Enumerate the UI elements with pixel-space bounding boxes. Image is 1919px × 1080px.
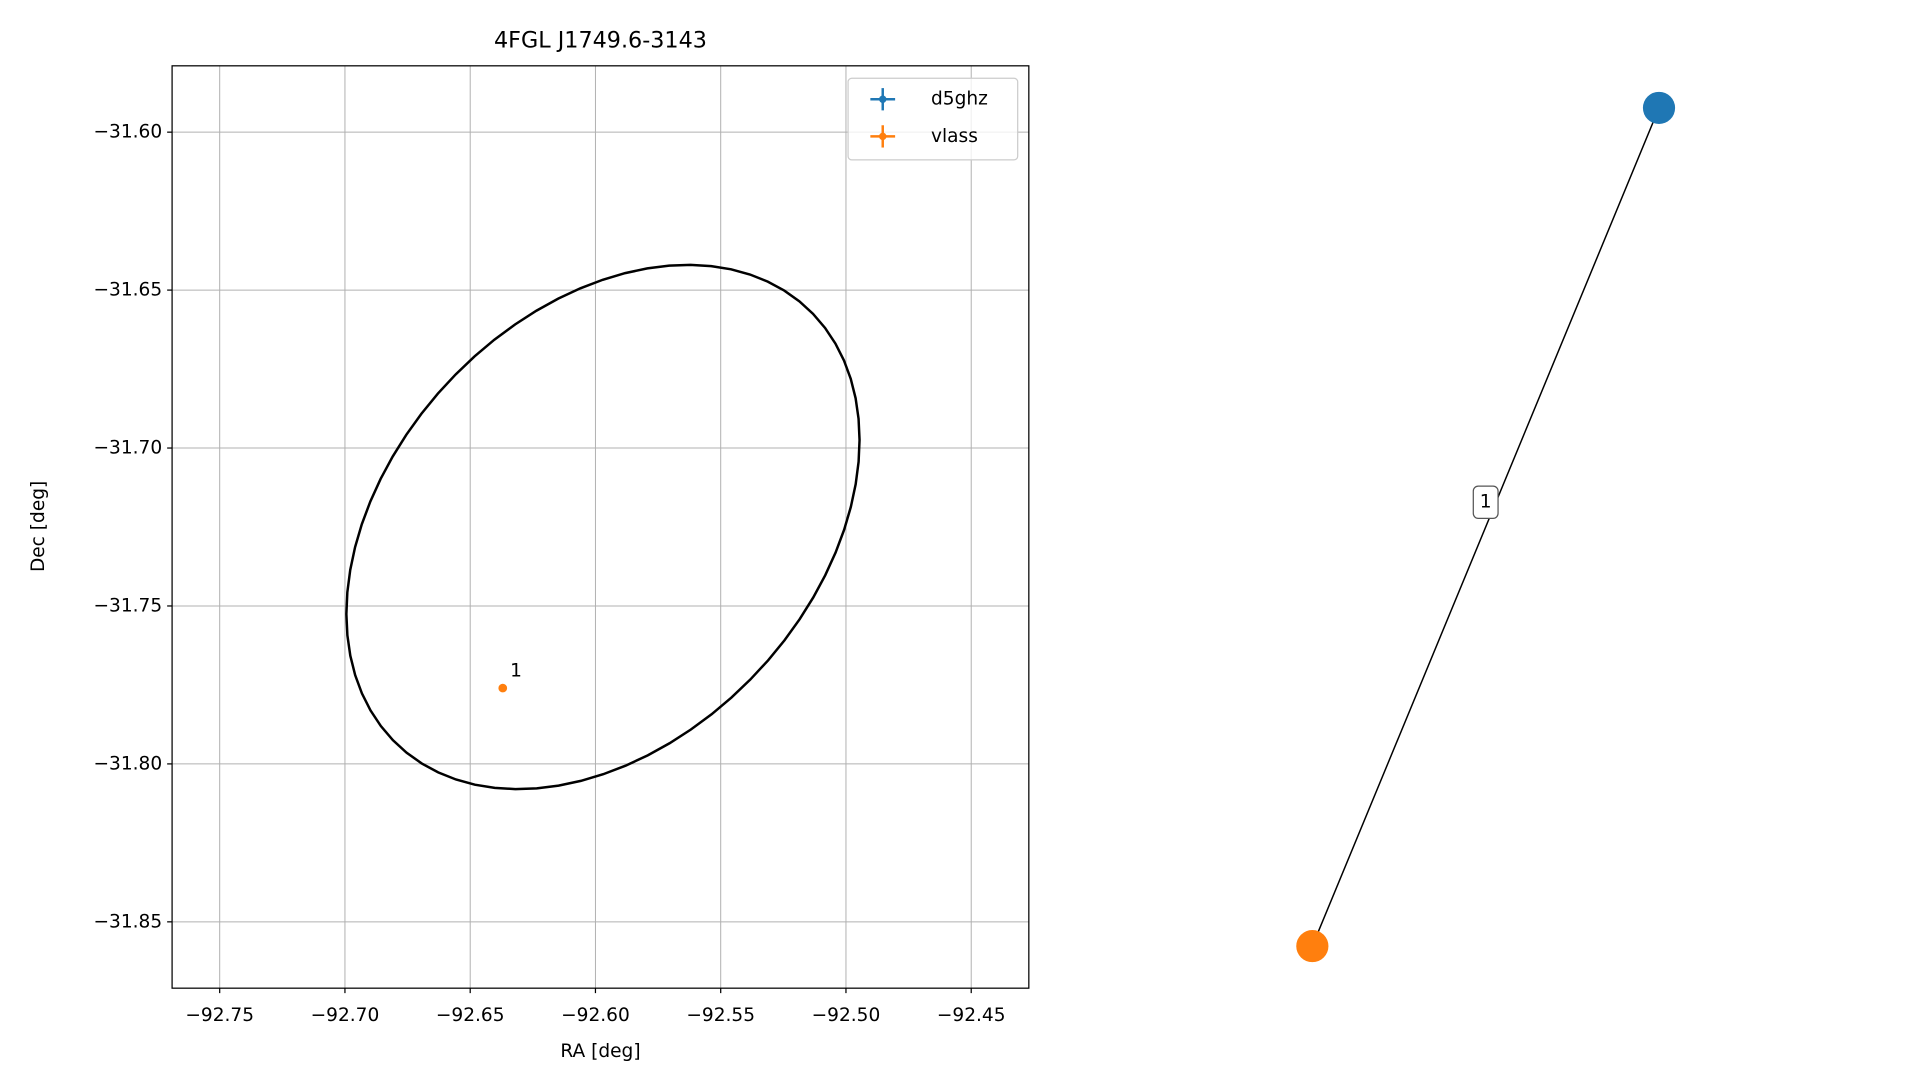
axes-frame bbox=[171, 65, 1030, 989]
legend-label: vlass bbox=[931, 126, 978, 147]
x-tick-label: −92.65 bbox=[436, 1005, 505, 1026]
x-axis-label: RA [deg] bbox=[560, 1041, 640, 1062]
legend-marker bbox=[879, 132, 887, 141]
legend-marker bbox=[879, 95, 887, 103]
data-point bbox=[498, 683, 508, 693]
x-tick-label: −92.60 bbox=[561, 1005, 630, 1026]
x-tick-label: −92.75 bbox=[185, 1005, 254, 1026]
x-tick-label: −92.55 bbox=[686, 1005, 755, 1026]
chart-title: 4FGL J1749.6-3143 bbox=[494, 28, 707, 54]
y-tick-label: −31.85 bbox=[93, 911, 162, 932]
legend-label: d5ghz bbox=[931, 89, 988, 110]
network: 1 bbox=[1296, 91, 1676, 963]
y-tick-label: −31.80 bbox=[93, 753, 162, 774]
y-tick-label: −31.65 bbox=[93, 280, 162, 301]
y-axis-label: Dec [deg] bbox=[28, 481, 49, 572]
y-tick-label: −31.75 bbox=[93, 595, 162, 616]
x-tick-label: −92.50 bbox=[812, 1005, 881, 1026]
edge-label: 1 bbox=[1480, 492, 1492, 513]
graph-node bbox=[1296, 929, 1329, 963]
x-tick-label: −92.70 bbox=[311, 1005, 380, 1026]
x-tick-label: −92.45 bbox=[937, 1005, 1006, 1026]
graph-edge bbox=[1311, 107, 1660, 947]
y-tick-label: −31.70 bbox=[93, 438, 162, 459]
point-label: 1 bbox=[510, 660, 522, 681]
edge-label-box bbox=[1472, 485, 1499, 519]
graph-node bbox=[1642, 91, 1676, 125]
error-ellipse bbox=[345, 263, 861, 791]
y-tick-label: −31.60 bbox=[93, 122, 162, 143]
plot-area: −92.75 −92.70 −92.65 −92.60 −92.55 −92.50 −92.… bbox=[93, 65, 1030, 1026]
